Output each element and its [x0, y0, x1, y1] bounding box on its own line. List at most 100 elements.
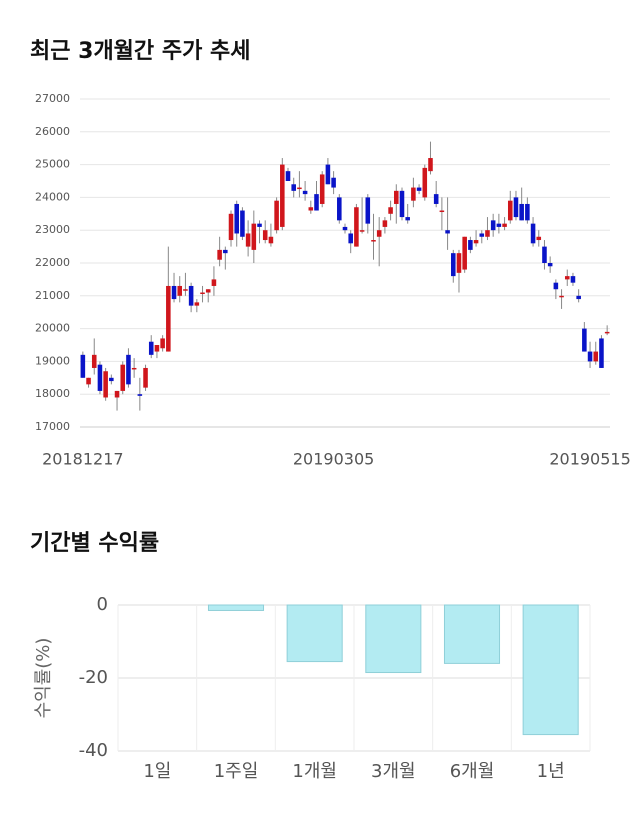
candle-body	[194, 302, 200, 306]
y-tick-label: -20	[79, 667, 108, 688]
candle-body	[126, 354, 131, 385]
y-tick-label: 25000	[35, 158, 70, 171]
candle-body	[451, 253, 456, 277]
candle-body	[456, 253, 462, 273]
bar	[286, 604, 343, 663]
candle-body	[331, 177, 336, 188]
candle-body	[234, 203, 239, 234]
x-tick-label: 1개월	[292, 761, 337, 782]
candle-body	[148, 341, 154, 355]
candle-body	[587, 351, 593, 362]
y-tick-label: 19000	[35, 354, 70, 367]
candle-body	[507, 200, 513, 221]
candle-body	[314, 194, 319, 211]
candle-body	[280, 164, 285, 227]
candle-body	[337, 197, 342, 221]
candle-body	[354, 207, 359, 247]
x-tick-label: 1일	[143, 761, 171, 782]
candle-body	[468, 240, 473, 250]
candle-body	[114, 390, 120, 398]
y-tick-label: 17000	[35, 420, 70, 433]
y-tick-label: 22000	[35, 256, 70, 269]
candle-body	[399, 190, 405, 218]
candle-body	[268, 236, 274, 244]
candle-body	[308, 207, 314, 211]
candle-body	[143, 367, 148, 388]
candle-body	[547, 263, 553, 267]
candle-body	[530, 223, 536, 244]
candle-body	[371, 240, 376, 242]
candle-body	[342, 226, 348, 231]
candle-body	[462, 236, 467, 270]
candle-body	[553, 282, 559, 290]
candle-body	[513, 197, 519, 218]
candle-body	[525, 203, 530, 221]
x-tick-label: 20190515	[549, 450, 630, 469]
candle-body	[109, 377, 114, 382]
candle-body	[536, 236, 542, 241]
x-tick-label: 20190305	[293, 450, 374, 469]
candle-body	[171, 285, 177, 300]
y-tick-label: 26000	[35, 125, 70, 138]
x-tick-label: 6개월	[450, 761, 495, 782]
candle-body	[599, 338, 604, 368]
candle-body	[479, 233, 485, 237]
candle-body	[297, 187, 302, 190]
candle-body	[228, 213, 234, 241]
candle-body	[496, 223, 502, 227]
candle-body	[405, 217, 410, 221]
candle-body	[251, 223, 257, 250]
candle-body	[359, 230, 365, 232]
candle-body	[131, 367, 137, 370]
y-axis-label: 수익률(%)	[33, 638, 54, 719]
y-tick-label: 0	[97, 594, 108, 615]
y-tick-label: 18000	[35, 387, 70, 400]
candle-body	[291, 184, 296, 191]
x-tick-label: 20181217	[42, 450, 123, 469]
candle-body	[285, 171, 291, 181]
candle-body	[86, 377, 91, 385]
candle-body	[211, 279, 217, 286]
candle-body	[542, 246, 547, 263]
candle-body	[502, 223, 507, 227]
x-tick-label: 1주일	[214, 761, 259, 782]
y-tick-label: 24000	[35, 190, 70, 203]
candle-body	[166, 285, 171, 352]
candle-body	[422, 167, 428, 198]
candle-body	[593, 351, 599, 362]
candle-body	[240, 210, 245, 237]
candle-body	[473, 240, 479, 244]
candle-body	[564, 276, 570, 280]
candle-body	[183, 289, 188, 291]
bar	[443, 604, 501, 664]
chart-title: 기간별 수익률	[30, 531, 159, 556]
candle-body	[388, 207, 393, 214]
y-tick-label: 21000	[35, 289, 70, 302]
candle-body	[576, 295, 581, 300]
candle-body	[154, 345, 160, 352]
candle-body	[416, 187, 422, 191]
candle-body	[97, 364, 103, 391]
candle-body	[262, 230, 268, 241]
bar	[207, 604, 265, 611]
candle-body	[411, 187, 416, 201]
candle-body	[120, 364, 126, 391]
candle-body	[257, 223, 262, 227]
candle-body	[325, 164, 331, 185]
bar	[522, 604, 579, 736]
x-tick-label: 1년	[537, 761, 565, 782]
candle-body	[319, 174, 325, 204]
chart-title: 최근 3개월간 주가 추세	[30, 39, 250, 64]
x-tick-label: 3개월	[371, 761, 416, 782]
candle-body	[559, 295, 564, 298]
candle-body	[490, 220, 496, 231]
candle-body	[137, 394, 143, 396]
candle-body	[205, 289, 211, 293]
y-tick-label: 23000	[35, 223, 70, 236]
candle-body	[80, 354, 86, 378]
y-tick-label: 20000	[35, 322, 70, 335]
candle-body	[445, 230, 450, 234]
candle-body	[217, 249, 222, 260]
